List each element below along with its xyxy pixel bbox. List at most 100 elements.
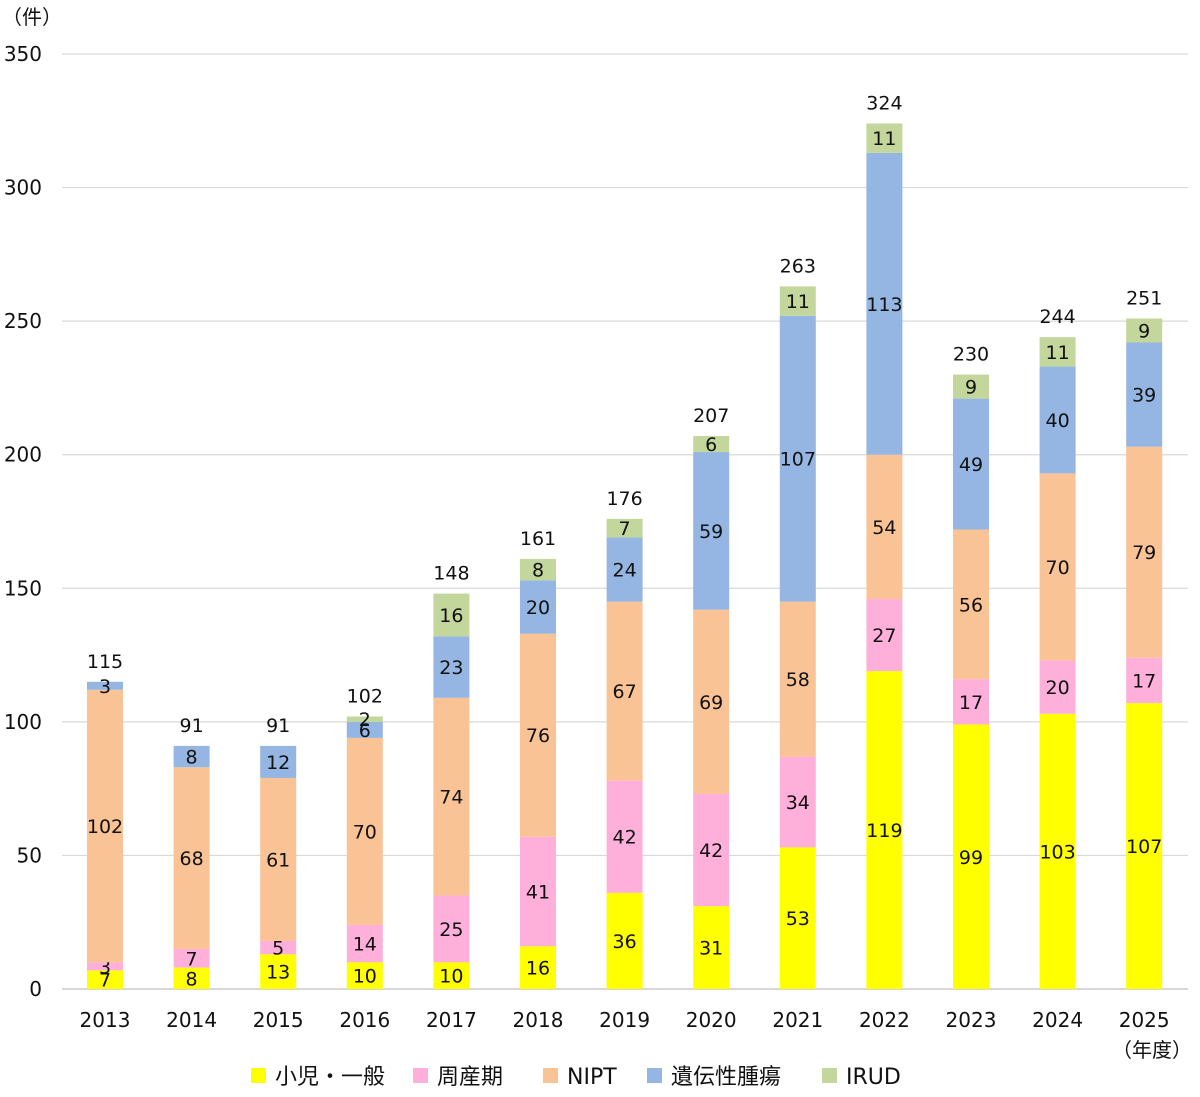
data-label: 6 — [359, 720, 371, 742]
total-label: 251 — [1126, 287, 1162, 309]
data-label: 70 — [1046, 557, 1070, 579]
data-label: 42 — [699, 840, 723, 862]
legend-swatch — [413, 1068, 428, 1083]
bar-segment — [953, 374, 989, 399]
bar-segment — [173, 967, 210, 989]
data-label: 14 — [353, 934, 377, 956]
bar-segment — [606, 780, 643, 893]
data-label: 31 — [699, 938, 723, 960]
bar-segment — [693, 906, 730, 989]
bar-segment — [866, 671, 903, 989]
y-tick-label: 100 — [4, 710, 42, 734]
legend-label: 小児・一般 — [275, 1065, 385, 1090]
data-label: 10 — [439, 966, 463, 988]
total-label: 230 — [953, 344, 989, 366]
data-label: 5 — [272, 938, 284, 960]
y-tick-label: 50 — [17, 843, 42, 867]
data-label: 61 — [266, 849, 290, 871]
data-label: 107 — [780, 449, 816, 471]
data-label: 119 — [866, 820, 902, 842]
bar-segment — [346, 737, 383, 925]
y-axis-unit-label: （件） — [2, 5, 62, 29]
bar-segment — [779, 601, 816, 757]
data-label: 9 — [1138, 320, 1150, 342]
data-label: 102 — [87, 816, 123, 838]
bar-segment — [433, 962, 470, 989]
x-tick-label: 2016 — [339, 1008, 390, 1032]
data-label: 11 — [786, 291, 810, 313]
bar-segment — [1126, 446, 1163, 658]
legend-label: IRUD — [846, 1065, 901, 1090]
bar-segment — [520, 580, 556, 634]
data-label: 8 — [186, 747, 198, 769]
data-label: 20 — [1046, 677, 1070, 699]
data-label: 59 — [699, 521, 723, 543]
total-label: 263 — [780, 255, 816, 277]
data-label: 41 — [526, 881, 550, 903]
bar-stack-2023: 99 17 56 49 9 230 — [953, 344, 989, 989]
bar-segment — [520, 633, 556, 837]
data-label: 10 — [353, 966, 377, 988]
bar-stack-2015: 135 61 12 91 — [260, 715, 297, 989]
legend-item: NIPT — [543, 1065, 617, 1090]
legend-swatch — [822, 1068, 837, 1083]
data-label: 7 — [619, 518, 631, 540]
legend-item: 遺伝性腫瘍 — [647, 1065, 781, 1090]
data-label: 113 — [866, 294, 902, 316]
bar-segment — [779, 756, 816, 848]
data-label: 42 — [613, 827, 637, 849]
data-label: 39 — [1132, 385, 1156, 407]
legend-label: NIPT — [567, 1065, 617, 1090]
bar-segment — [87, 970, 123, 989]
bar-segment — [866, 454, 903, 599]
x-tick-label: 2020 — [686, 1008, 737, 1032]
bar-segment — [693, 793, 730, 907]
x-axis-ticks: 2013 2014 2015 2016 2017 2018 2019 2020 2021 2022… — [80, 1008, 1170, 1032]
x-tick-label: 2021 — [772, 1008, 823, 1032]
y-tick-label: 0 — [29, 977, 42, 1001]
data-label: 53 — [786, 908, 810, 930]
data-label: 16 — [439, 605, 463, 627]
bar-segment — [779, 286, 816, 316]
bar-segment — [953, 529, 989, 680]
data-label: 25 — [439, 919, 463, 941]
data-label: 7 — [99, 970, 111, 992]
y-tick-label: 150 — [4, 576, 42, 600]
total-label: 148 — [433, 563, 469, 585]
bar-segment — [87, 962, 123, 971]
total-label: 176 — [606, 488, 642, 510]
data-label: 17 — [1132, 670, 1156, 692]
data-label: 6 — [705, 434, 717, 456]
y-tick-label: 250 — [4, 309, 42, 333]
data-label: 76 — [526, 725, 550, 747]
bar-segment — [1126, 318, 1163, 343]
bar-segment — [173, 767, 210, 949]
data-label: 74 — [439, 787, 463, 809]
bar-segment — [1126, 703, 1163, 989]
bar-stack-2018: 16 41 76 20 8 161 — [520, 528, 556, 989]
legend-item: IRUD — [822, 1065, 901, 1090]
bar-segment — [866, 123, 903, 153]
y-tick-label: 350 — [4, 42, 42, 66]
total-label: 161 — [520, 528, 556, 550]
bar-segment — [173, 948, 210, 968]
legend-swatch — [251, 1068, 266, 1083]
bar-segment — [953, 679, 989, 725]
bar-segment — [693, 452, 730, 610]
data-label: 27 — [872, 625, 896, 647]
bar-segment — [1039, 366, 1076, 474]
legend-label: 遺伝性腫瘍 — [671, 1065, 781, 1090]
bar-segment — [953, 398, 989, 530]
data-label: 36 — [613, 931, 637, 953]
y-axis-ticks: 0 50 100 150 200 250 300 350 — [4, 42, 42, 1001]
x-tick-label: 2013 — [80, 1008, 131, 1032]
total-label: 324 — [866, 92, 902, 114]
bar-stack-2022: 119 27 54 113 11 324 — [866, 92, 903, 989]
bar-segment — [1126, 657, 1163, 704]
bar-segment — [520, 836, 556, 947]
bar-segment — [693, 609, 730, 794]
